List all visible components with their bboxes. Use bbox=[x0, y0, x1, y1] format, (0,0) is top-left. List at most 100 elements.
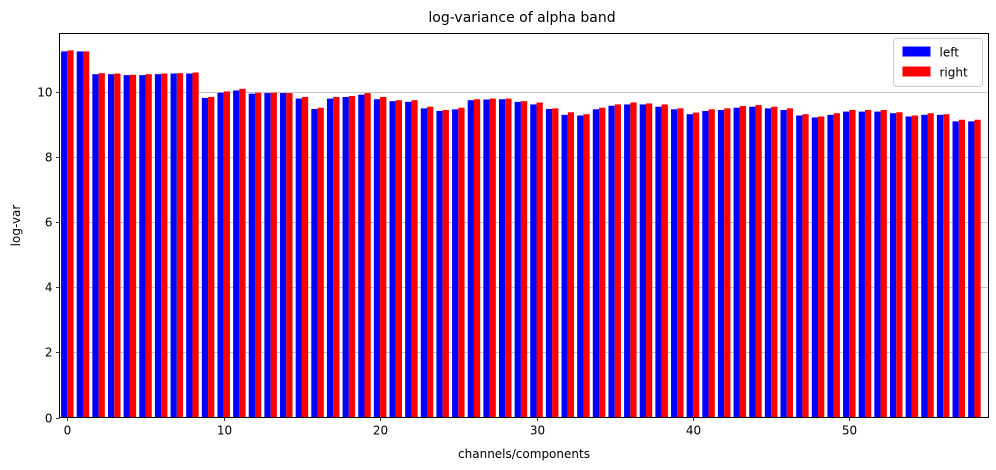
bar-right bbox=[567, 112, 575, 418]
bar-left bbox=[92, 74, 99, 418]
bar-left bbox=[61, 51, 68, 418]
bar-right bbox=[864, 109, 872, 418]
bar-left bbox=[655, 106, 662, 418]
bar-left bbox=[280, 93, 287, 418]
bar-left bbox=[921, 114, 928, 418]
bar-right bbox=[458, 107, 465, 418]
bar-right bbox=[411, 100, 418, 418]
x-tick-label: 50 bbox=[842, 424, 857, 438]
bar-right bbox=[833, 113, 840, 418]
y-tick-label: 2 bbox=[45, 346, 53, 360]
bar-left bbox=[749, 106, 756, 418]
bar-right bbox=[958, 119, 966, 418]
bar-right bbox=[739, 106, 747, 418]
bar-left bbox=[186, 73, 193, 418]
y-tick-label: 6 bbox=[45, 216, 53, 230]
bar-right bbox=[583, 114, 590, 418]
bar-right bbox=[301, 96, 309, 418]
plot-frame bbox=[59, 33, 989, 418]
bar-left bbox=[342, 96, 349, 418]
bar-right bbox=[974, 119, 981, 418]
bar-right bbox=[849, 109, 856, 418]
bar-right bbox=[645, 103, 653, 418]
bar-left bbox=[452, 109, 459, 418]
bar-right bbox=[520, 101, 528, 418]
bar-left bbox=[827, 114, 834, 418]
bar-left bbox=[233, 90, 240, 418]
bar-left bbox=[201, 97, 209, 418]
bar-left bbox=[545, 109, 553, 418]
bar-right bbox=[208, 96, 215, 418]
bar-right bbox=[755, 105, 762, 418]
bar-right bbox=[661, 104, 668, 418]
bar-right bbox=[161, 73, 168, 418]
x-axis-label: channels/components bbox=[458, 447, 590, 461]
bar-left bbox=[577, 115, 584, 418]
bar-left bbox=[514, 101, 521, 418]
bar-left bbox=[530, 104, 537, 418]
bar-right bbox=[395, 100, 403, 418]
bar-right bbox=[927, 113, 934, 418]
bar-right bbox=[286, 93, 293, 418]
bar-left bbox=[624, 104, 631, 418]
bar-right bbox=[348, 95, 356, 418]
bar-right bbox=[473, 99, 481, 418]
x-tick-label: 20 bbox=[373, 424, 388, 438]
bar-left bbox=[889, 113, 897, 418]
bar-left bbox=[764, 108, 772, 418]
bar-right bbox=[677, 108, 684, 418]
bar-right bbox=[129, 74, 137, 418]
bar-left bbox=[154, 74, 162, 418]
bar-left bbox=[139, 75, 146, 418]
bar-left bbox=[608, 105, 615, 418]
bar-left bbox=[952, 121, 959, 418]
chart-title: log-variance of alpha band bbox=[428, 10, 615, 26]
x-tick-label: 10 bbox=[217, 424, 232, 438]
bar-left bbox=[326, 98, 334, 418]
bar-right bbox=[614, 104, 621, 418]
bar-left bbox=[811, 117, 819, 418]
bar-right bbox=[708, 109, 715, 418]
bar-right bbox=[896, 112, 903, 418]
bar-left bbox=[498, 99, 506, 418]
bar-right bbox=[724, 108, 731, 418]
bar-right bbox=[192, 72, 199, 418]
bar-left bbox=[639, 104, 646, 418]
bar-right bbox=[255, 92, 262, 418]
bar-left bbox=[217, 92, 224, 418]
bar-left bbox=[358, 94, 365, 418]
bar-right bbox=[270, 92, 277, 418]
bar-left bbox=[467, 100, 474, 418]
bar-right bbox=[82, 51, 90, 418]
x-tick-label: 40 bbox=[686, 424, 701, 438]
legend-box bbox=[893, 38, 983, 87]
x-tick-label: 0 bbox=[64, 424, 72, 438]
bar-right bbox=[599, 107, 606, 418]
bar-left bbox=[843, 111, 850, 418]
bar-left bbox=[858, 111, 865, 418]
bar-left bbox=[311, 109, 318, 418]
bar-left bbox=[264, 93, 271, 418]
bar-right bbox=[786, 108, 794, 418]
legend-swatch-left bbox=[902, 46, 931, 57]
y-tick-label: 8 bbox=[45, 151, 53, 165]
bar-right bbox=[552, 108, 559, 418]
bar-left bbox=[420, 108, 428, 418]
bar-left bbox=[123, 75, 130, 418]
bar-left bbox=[76, 51, 83, 418]
bar-left bbox=[592, 109, 600, 418]
bars bbox=[61, 50, 981, 418]
bar-right bbox=[98, 73, 105, 418]
bar-right bbox=[505, 98, 512, 418]
bar-right bbox=[802, 114, 809, 418]
y-axis-ticks: 0 2 4 6 8 10 bbox=[37, 86, 60, 426]
legend-swatch-right bbox=[902, 66, 931, 77]
bar-right bbox=[380, 96, 387, 418]
bar-right bbox=[911, 115, 919, 418]
bar-right bbox=[239, 88, 246, 418]
x-tick-label: 30 bbox=[530, 424, 545, 438]
bar-left bbox=[796, 115, 803, 418]
bar-right bbox=[818, 116, 825, 418]
bar-right bbox=[145, 74, 152, 418]
